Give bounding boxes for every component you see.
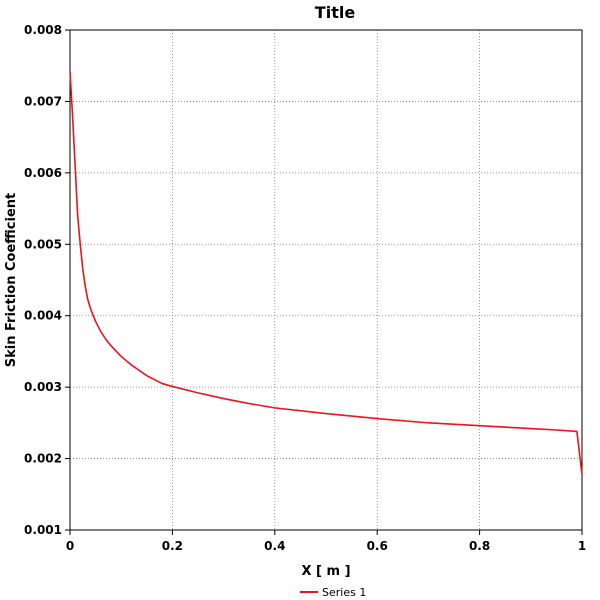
plot-frame [69,29,583,531]
y-tick-label: 0.001 [24,523,62,537]
x-tick-label: 0.2 [162,539,183,553]
legend: Series 1 [300,586,366,599]
x-tick-label: 1 [578,539,586,553]
y-tick-label: 0.006 [24,166,62,180]
grid-layer [70,30,582,530]
y-tick-label: 0.002 [24,452,62,466]
y-tick-label: 0.004 [24,309,62,323]
x-tick-label: 0.8 [469,539,490,553]
x-axis-label: X [ m ] [301,564,350,579]
chart-title: Title [315,3,356,22]
x-tick-label: 0.6 [367,539,388,553]
y-tick-label: 0.007 [24,94,62,108]
series-layer [69,71,583,475]
y-tick-label: 0.005 [24,237,62,251]
y-axis-label: Skin Friction Coefficient [4,193,19,367]
legend-label-series-1: Series 1 [322,586,366,599]
x-tick-label: 0.4 [264,539,285,553]
ticks-layer: 0 0.2 0.4 0.6 0.8 1 0.001 0.002 0.003 0.004 0.005 0… [24,23,586,553]
y-tick-label: 0.008 [24,23,62,37]
y-tick-label: 0.003 [24,380,62,394]
series-line-1 [69,71,583,475]
x-tick-label: 0 [66,539,74,553]
